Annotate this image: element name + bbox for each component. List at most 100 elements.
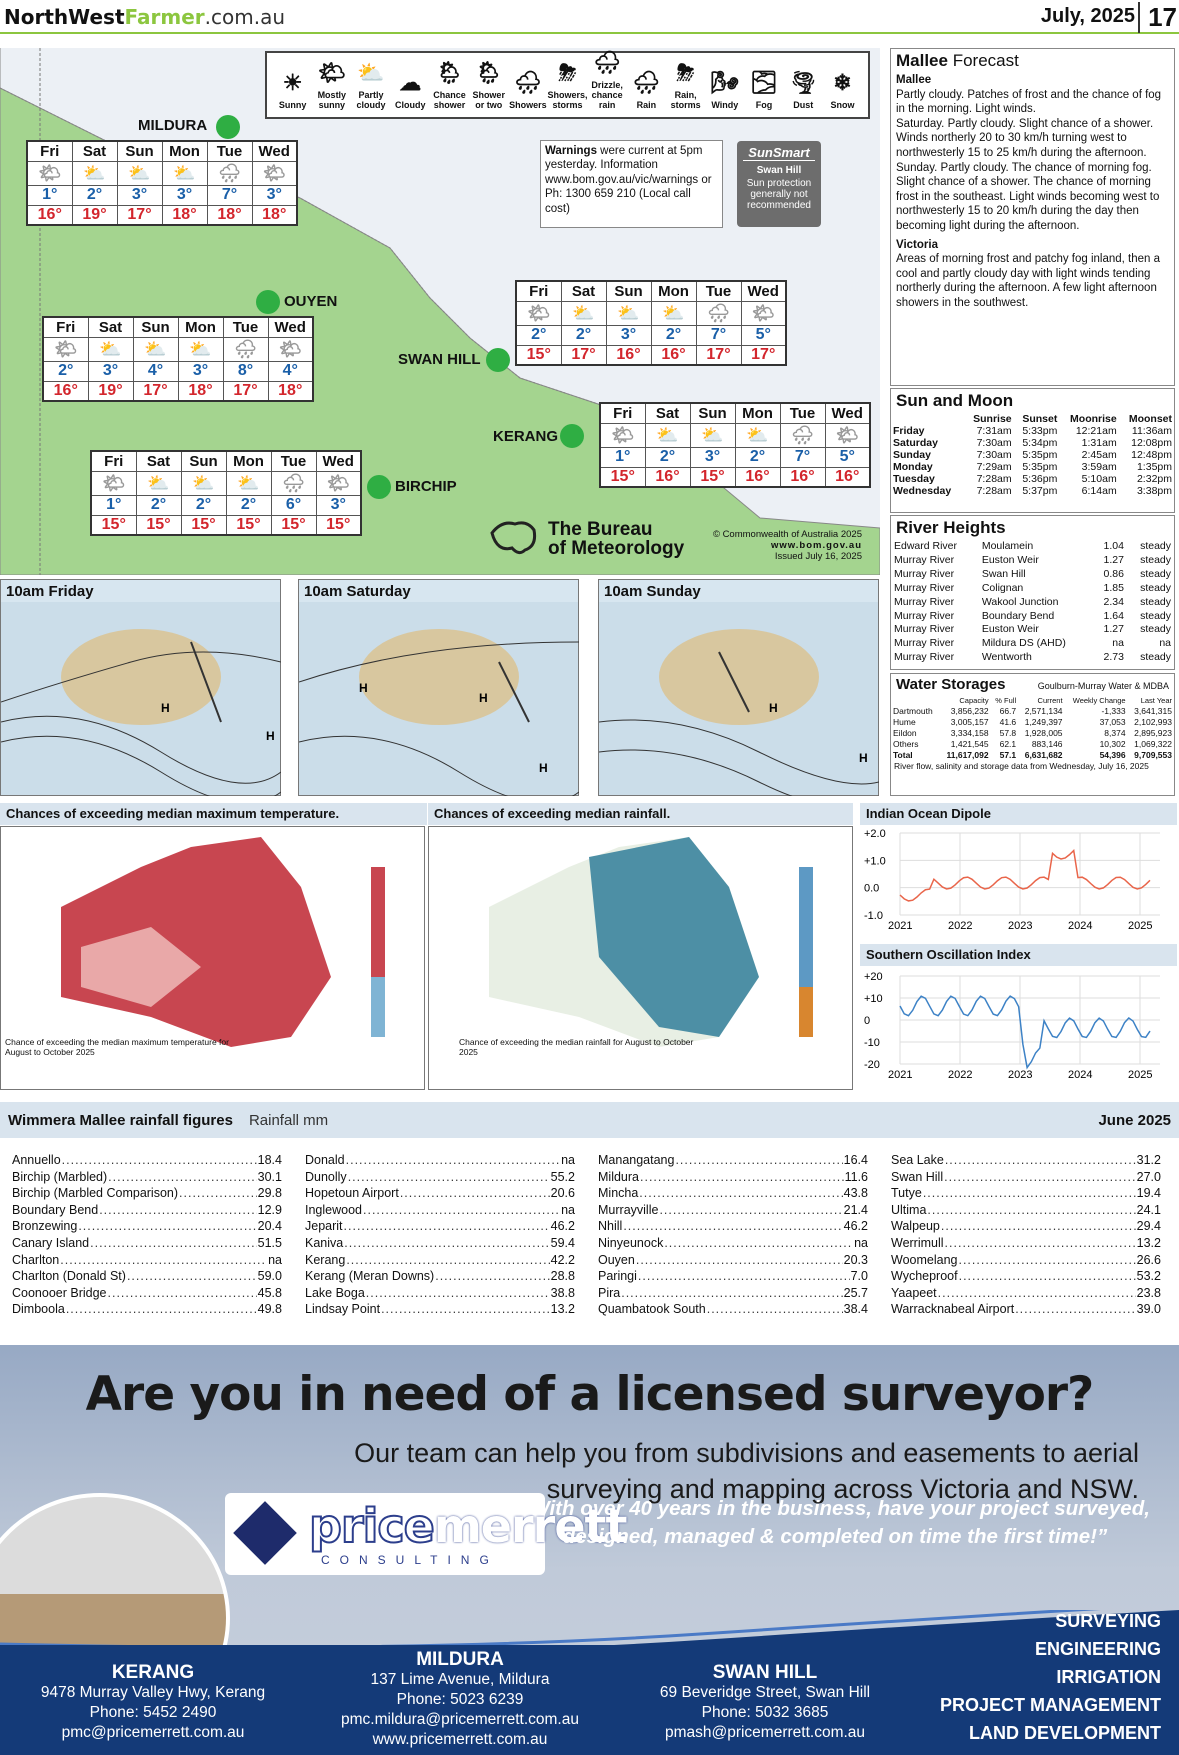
y-tick-label: -10 (864, 1037, 880, 1049)
max-temp: 15° (599, 466, 646, 488)
pricemerrett-logo[interactable]: pricemerrett CONSULTING (225, 1493, 628, 1575)
max-temp: 16° (644, 466, 691, 488)
table-cell: Boundary Bend (981, 609, 1055, 622)
services-list: SURVEYING ENGINEERING IRRIGATION PROJECT MA… (940, 1607, 1161, 1747)
station-name: Warracknabeal Airport (891, 1302, 1015, 1317)
legend-item: 🌤 Mostly sunny (312, 61, 351, 111)
town-marker-mildura[interactable] (216, 115, 240, 139)
rainfall-value: 38.8 (550, 1285, 575, 1300)
leader-dots (344, 1235, 549, 1252)
day-name: Wed (824, 402, 871, 424)
station-name: Lake Boga (305, 1285, 365, 1300)
rainfall-value: 16.4 (843, 1153, 868, 1167)
table-cell: 2:32pm (1136, 473, 1172, 485)
max-temp: 18° (206, 204, 253, 226)
rainfall-value: 27.0 (1136, 1169, 1161, 1184)
station-name: Murrayville (598, 1202, 659, 1217)
max-temp: 16° (42, 380, 89, 402)
station-name: Charlton (Donald St) (12, 1269, 126, 1284)
leader-dots (346, 1152, 560, 1169)
leader-dots (664, 1235, 853, 1252)
svg-text:H: H (161, 701, 170, 715)
forecast-table-mildura: Fri Sat Sun Mon Tue Wed 🌤 ⛅ ⛅ ⛅ 🌧 🌤 1° 2° 3° 3° 7° 3° 16° 1… (26, 140, 298, 226)
rainfall-value: 53.2 (1136, 1269, 1161, 1284)
day-name: Fri (26, 140, 73, 162)
station-name: Yaapeet (891, 1285, 937, 1300)
bom-crest-icon (490, 521, 537, 555)
town-marker-birchip[interactable] (367, 475, 391, 499)
table-cell: 1,069,322 (1134, 739, 1172, 749)
weather-icon: 🌤 (515, 300, 562, 326)
legend-label: Rain, storms (670, 90, 701, 111)
weather-icon: ⛅ (132, 336, 179, 362)
table-cell: 62.1 (999, 739, 1017, 749)
rainfall-row: Pira 25.7 (598, 1285, 868, 1302)
table-cell: 5:35pm (1022, 461, 1058, 473)
logo-consulting: CONSULTING (321, 1553, 499, 1567)
legend-label: Showers, storms (547, 90, 588, 111)
rainfall-row: Walpeup 29.4 (891, 1218, 1161, 1235)
rainfall-row: Dunolly 55.2 (305, 1169, 575, 1186)
pricemerrett-advert[interactable]: Are you in need of a licensed surveyor? … (0, 1345, 1179, 1755)
weather-icon: ⛅ (357, 60, 385, 86)
rainfall-row: Inglewood na (305, 1202, 575, 1219)
leader-dots (945, 1235, 1136, 1252)
weather-icon: 🌤 (599, 422, 646, 448)
office-swanhill: SWAN HILL 69 Beveridge Street, Swan Hill P… (630, 1663, 900, 1743)
town-label-birchip: BIRCHIP (395, 478, 457, 495)
legend-item: ⛅ Partly cloudy (351, 61, 390, 111)
leader-dots (944, 1169, 1136, 1186)
day-name: Tue (270, 450, 317, 472)
kerang-email-link[interactable]: pmc@pricemerrett.com.au (61, 1724, 245, 1741)
station-name: Pira (598, 1285, 621, 1300)
weather-icon: ⛈ (676, 60, 695, 86)
town-marker-ouyen[interactable] (256, 290, 280, 314)
mallee-para: Sunday. Partly cloudy. The chance of mor… (896, 161, 1160, 232)
warnings-text: were current at 5pm yesterday. Informati… (545, 145, 712, 215)
page-number: 17 (1138, 2, 1177, 33)
legend-label: Windy (711, 100, 739, 111)
service-item: SURVEYING (1055, 1611, 1161, 1631)
mildura-email-link[interactable]: pmc.mildura@pricemerrett.com.au (341, 1711, 579, 1728)
y-tick-label: +20 (864, 971, 883, 983)
weather-icon: ⛅ (116, 160, 163, 186)
day-name: Wed (251, 140, 298, 162)
min-temp: 7° (779, 446, 826, 468)
bom-url[interactable]: www.bom.gov.au (770, 539, 862, 551)
table-cell: 3,005,157 (950, 717, 989, 727)
swanhill-email-link[interactable]: pmash@pricemerrett.com.au (664, 1724, 866, 1741)
max-temp: 15° (270, 514, 317, 536)
rainfall-row: Dimboola 49.8 (12, 1301, 282, 1318)
min-temp: 2° (644, 446, 691, 468)
issue-date: July, 2025 (1040, 5, 1135, 27)
town-marker-kerang[interactable] (560, 424, 584, 448)
website-link[interactable]: www.pricemerrett.com.au (372, 1731, 548, 1748)
leader-dots (675, 1152, 842, 1169)
rainfall-value: 23.8 (1136, 1285, 1161, 1300)
rainfall-row: Kerang (Meran Downs) 28.8 (305, 1268, 575, 1285)
leader-dots (62, 1152, 257, 1169)
legend-label: Dust (793, 100, 814, 111)
page-header: NorthWestFarmer.com.au July, 2025 17 (0, 0, 1179, 34)
table-cell: 5:34pm (1022, 437, 1058, 449)
masthead-logo[interactable]: NorthWestFarmer.com.au (4, 5, 285, 29)
day-name: Fri (599, 402, 646, 424)
leader-dots (363, 1202, 560, 1219)
min-temp: 3° (251, 184, 298, 206)
brand-part: .com.au (204, 5, 286, 29)
table-cell: Tuesday (893, 473, 935, 485)
rainfall-value: 42.2 (550, 1252, 575, 1267)
min-temp: 3° (87, 360, 134, 382)
table-cell: 2:45am (1081, 449, 1117, 461)
town-marker-swanhill[interactable] (486, 348, 510, 372)
rainfall-row: Donald na (305, 1152, 575, 1169)
table-cell: 1,249,397 (1024, 717, 1063, 727)
max-temp-outlook-title: Chances of exceeding median maximum temp… (0, 803, 427, 825)
col-header (891, 695, 939, 706)
min-temp: 3° (605, 324, 652, 346)
weather-icon: 🌬 (710, 70, 739, 96)
table-cell: steady (1140, 595, 1171, 608)
day-name: Tue (206, 140, 253, 162)
table-cell: Murray River (894, 567, 955, 580)
table-cell: 2.73 (1103, 651, 1124, 664)
